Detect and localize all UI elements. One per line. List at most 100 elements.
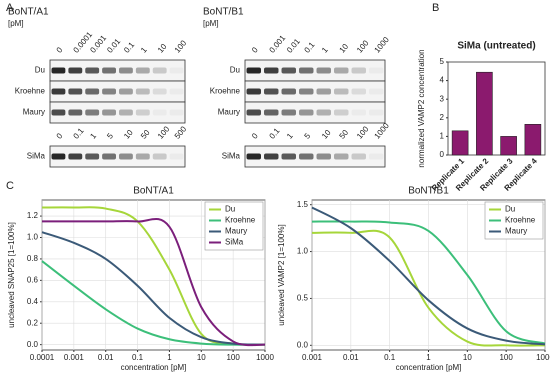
x-tick-label: 100 bbox=[226, 353, 240, 362]
series-line bbox=[42, 218, 266, 347]
series-line bbox=[311, 229, 546, 347]
band bbox=[51, 153, 66, 160]
band bbox=[264, 67, 279, 74]
y-tick-label: 0.2 bbox=[27, 318, 39, 327]
lane-label: 0 bbox=[250, 45, 260, 55]
blot-row bbox=[49, 101, 186, 124]
band bbox=[135, 153, 150, 160]
x-tick-label: 0.01 bbox=[98, 353, 114, 362]
legend-label: Du bbox=[505, 205, 515, 214]
band bbox=[351, 88, 366, 95]
band bbox=[85, 109, 100, 116]
x-tick-label: 0.001 bbox=[302, 353, 323, 362]
legend-label: SiMa bbox=[225, 238, 244, 247]
band bbox=[152, 88, 167, 95]
band bbox=[152, 67, 167, 74]
x-tick-label: 100 bbox=[499, 353, 513, 362]
panel-label: A bbox=[6, 2, 14, 14]
lane-label: 100 bbox=[355, 124, 371, 140]
band bbox=[152, 153, 167, 160]
lane-label: 50 bbox=[338, 128, 351, 141]
lane-label: 10 bbox=[122, 128, 135, 141]
lane-label: 0.01 bbox=[285, 37, 302, 55]
band bbox=[334, 88, 349, 95]
band bbox=[264, 88, 279, 95]
x-tick-label: 0.1 bbox=[384, 353, 396, 362]
y-tick-label: 1.2 bbox=[27, 211, 39, 220]
y-tick-label: 0.8 bbox=[27, 254, 39, 263]
bar bbox=[451, 130, 469, 156]
lane-label: 1000 bbox=[373, 35, 392, 55]
band bbox=[351, 67, 366, 74]
band bbox=[68, 109, 83, 116]
band bbox=[68, 88, 83, 95]
band bbox=[351, 153, 366, 160]
lane-label: 10 bbox=[338, 42, 351, 55]
panel-label: B bbox=[432, 2, 439, 14]
legend-label: Du bbox=[225, 205, 235, 214]
y-axis-label: uncleaved VAMP2 [1=100%] bbox=[277, 224, 286, 325]
band bbox=[51, 67, 66, 74]
y-tick-label: 0.4 bbox=[27, 297, 39, 306]
band bbox=[169, 109, 184, 116]
x-tick-label: 0.001 bbox=[64, 353, 85, 362]
legend-label: Maury bbox=[225, 227, 247, 236]
lane-label: 1000 bbox=[373, 121, 392, 141]
blot-unit: [pM] bbox=[203, 19, 219, 28]
series-line bbox=[41, 260, 266, 346]
band bbox=[316, 67, 331, 74]
band bbox=[119, 109, 133, 116]
band bbox=[152, 109, 167, 116]
x-axis-label: concentration [pM] bbox=[396, 363, 462, 372]
band bbox=[68, 153, 83, 160]
row-label: Kroehne bbox=[15, 87, 46, 96]
band bbox=[51, 88, 66, 95]
lane-label: 0.1 bbox=[122, 40, 136, 55]
y-tick-label: 0 bbox=[440, 150, 445, 159]
band bbox=[299, 109, 314, 116]
band bbox=[85, 88, 100, 95]
band bbox=[351, 109, 366, 116]
y-tick-label: 2 bbox=[440, 113, 445, 122]
band bbox=[68, 67, 83, 74]
band bbox=[246, 88, 261, 95]
lane-label: 1 bbox=[285, 131, 295, 141]
lane-label: 1 bbox=[320, 45, 330, 55]
band bbox=[119, 88, 133, 95]
y-tick-label: 0.0 bbox=[297, 340, 309, 349]
blot-title: BoNT/B1 bbox=[203, 7, 244, 18]
band bbox=[369, 109, 384, 116]
x-tick-label: 0.1 bbox=[132, 353, 144, 362]
lane-label: 10 bbox=[156, 42, 169, 55]
lane-label: 0.1 bbox=[72, 126, 86, 141]
band bbox=[281, 67, 296, 74]
y-tick-label: 4 bbox=[440, 76, 445, 85]
chart-title: BoNT/B1 bbox=[408, 186, 449, 197]
band bbox=[85, 153, 100, 160]
row-label: Maury bbox=[218, 108, 240, 117]
chart-title: SiMa (untreated) bbox=[457, 41, 535, 52]
panel-label: C bbox=[6, 180, 14, 192]
legend-label: Maury bbox=[505, 227, 527, 236]
lane-label: 0.001 bbox=[268, 33, 288, 55]
x-tick-label: 10 bbox=[197, 353, 206, 362]
blot-row bbox=[244, 101, 386, 124]
legend-label: Kroehne bbox=[225, 216, 256, 225]
lane-label: 10 bbox=[320, 128, 333, 141]
band bbox=[102, 153, 116, 160]
lane-label: 1 bbox=[88, 131, 98, 141]
x-tick-label: 1000 bbox=[256, 353, 274, 362]
band bbox=[135, 109, 150, 116]
lane-label: 100 bbox=[173, 38, 189, 54]
band bbox=[119, 67, 133, 74]
band bbox=[281, 88, 296, 95]
band bbox=[135, 88, 150, 95]
band bbox=[281, 109, 296, 116]
y-tick-label: 0.0 bbox=[27, 340, 39, 349]
lane-label: 0 bbox=[55, 131, 65, 141]
band bbox=[369, 67, 384, 74]
x-tick-label: 1 bbox=[167, 353, 172, 362]
lane-label: 0 bbox=[250, 131, 260, 141]
lane-label: 0.1 bbox=[268, 126, 282, 141]
